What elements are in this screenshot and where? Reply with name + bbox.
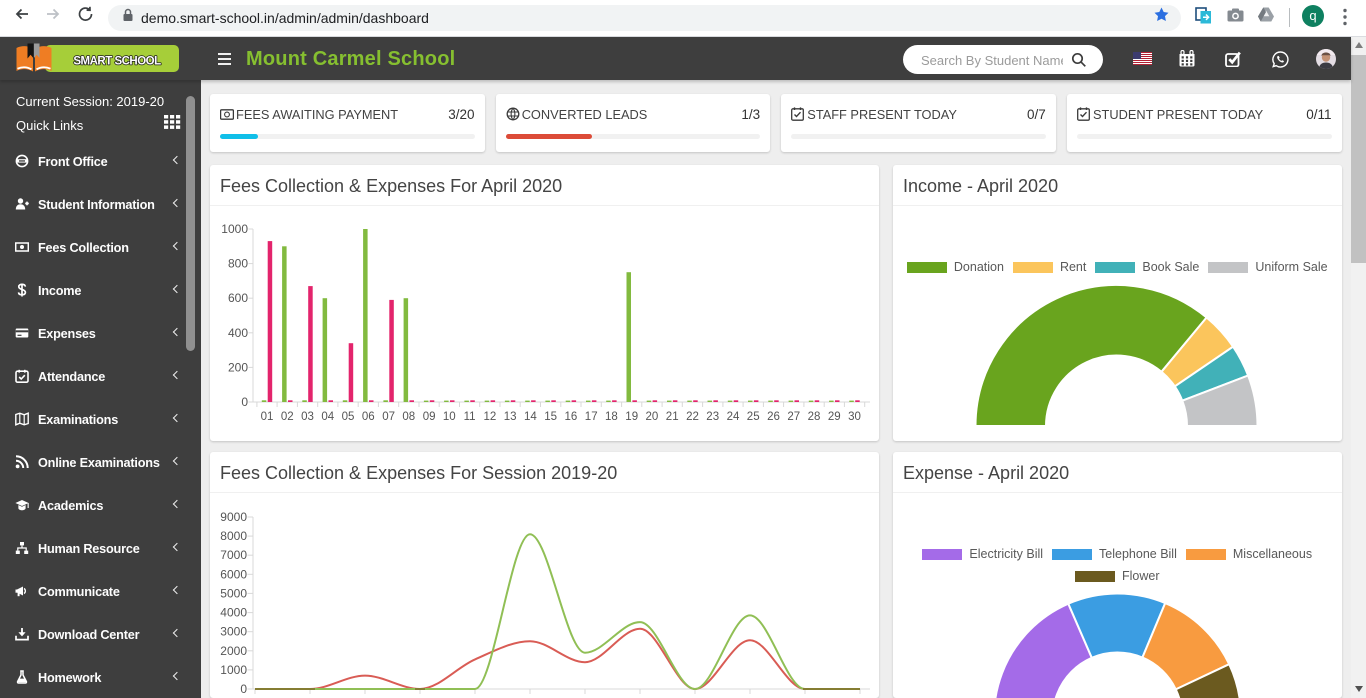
svg-text:29: 29 [828, 411, 841, 423]
svg-text:24: 24 [727, 411, 740, 423]
svg-text:26: 26 [767, 411, 780, 423]
svg-text:2000: 2000 [220, 644, 247, 658]
svg-text:01: 01 [261, 411, 274, 423]
svg-text:06: 06 [362, 411, 375, 423]
svg-text:19: 19 [625, 411, 638, 423]
svg-text:30: 30 [848, 411, 861, 423]
svg-text:SMART SCHOOL: SMART SCHOOL [73, 56, 161, 68]
svg-text:20: 20 [646, 411, 659, 423]
svg-text:27: 27 [787, 411, 800, 423]
svg-text:0: 0 [240, 682, 247, 696]
svg-text:17: 17 [585, 411, 598, 423]
svg-text:7000: 7000 [220, 548, 247, 562]
svg-text:04: 04 [321, 411, 334, 423]
svg-text:15: 15 [544, 411, 557, 423]
svg-text:4000: 4000 [220, 606, 247, 620]
svg-text:16: 16 [565, 411, 578, 423]
svg-text:200: 200 [228, 360, 248, 374]
svg-text:800: 800 [228, 257, 248, 271]
svg-text:09: 09 [423, 411, 436, 423]
svg-text:9000: 9000 [220, 510, 247, 524]
svg-text:400: 400 [228, 326, 248, 340]
svg-text:600: 600 [228, 291, 248, 305]
svg-text:8000: 8000 [220, 529, 247, 543]
svg-text:28: 28 [808, 411, 821, 423]
svg-text:14: 14 [524, 411, 537, 423]
svg-text:1000: 1000 [221, 222, 248, 236]
svg-text:05: 05 [342, 411, 355, 423]
svg-text:5000: 5000 [220, 586, 247, 600]
svg-text:22: 22 [686, 411, 699, 423]
svg-text:08: 08 [402, 411, 415, 423]
svg-text:25: 25 [747, 411, 760, 423]
svg-text:13: 13 [504, 411, 517, 423]
svg-text:10: 10 [443, 411, 456, 423]
svg-text:18: 18 [605, 411, 618, 423]
svg-text:3000: 3000 [220, 625, 247, 639]
svg-text:23: 23 [706, 411, 719, 423]
svg-text:0: 0 [241, 395, 248, 409]
svg-text:07: 07 [382, 411, 395, 423]
svg-text:1000: 1000 [220, 663, 247, 677]
svg-text:02: 02 [281, 411, 294, 423]
svg-text:6000: 6000 [220, 567, 247, 581]
svg-text:21: 21 [666, 411, 679, 423]
svg-text:12: 12 [484, 411, 497, 423]
svg-text:11: 11 [464, 411, 476, 423]
svg-text:03: 03 [301, 411, 314, 423]
